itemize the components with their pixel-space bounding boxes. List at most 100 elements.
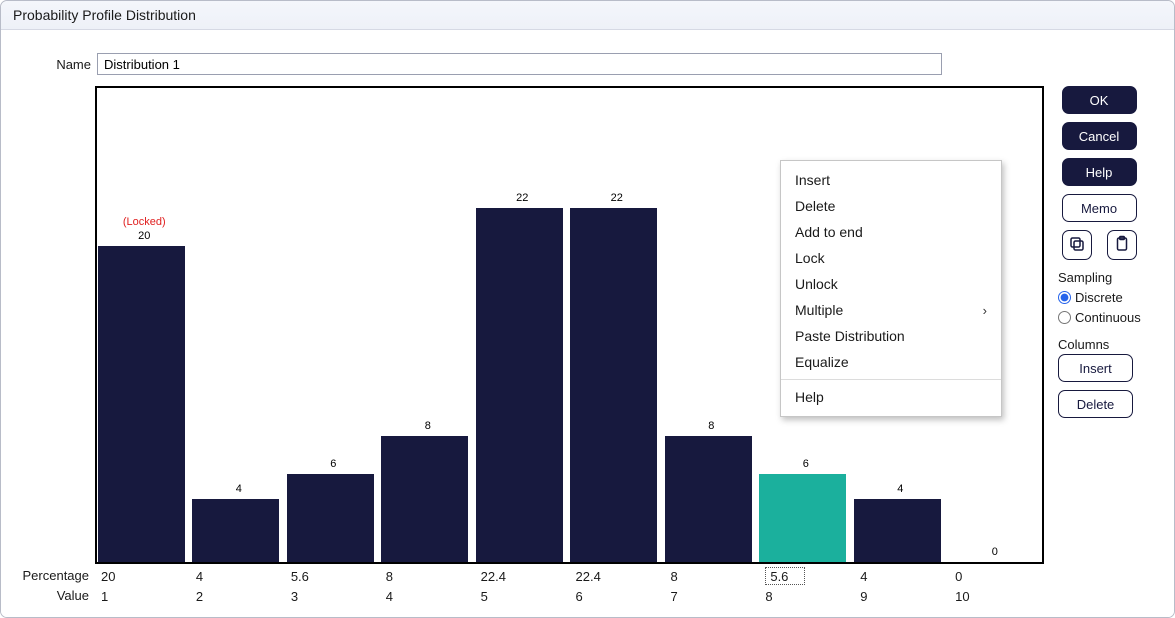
bar[interactable] [98, 246, 185, 562]
columns-buttons: Insert Delete [1058, 354, 1164, 418]
bar-top-label: 4 [853, 483, 948, 495]
percentage-cell[interactable]: 4 [854, 566, 949, 586]
context-menu-item-label: Insert [795, 172, 830, 188]
context-menu-item-label: Unlock [795, 276, 838, 292]
bar-column[interactable]: 20 (Locked) [97, 88, 192, 562]
bar[interactable] [570, 208, 657, 562]
percentage-cell[interactable]: 8 [380, 566, 475, 586]
bar-top-label: 6 [759, 458, 854, 470]
bar-top-label: 4 [192, 483, 287, 495]
context-menu-item[interactable]: Insert [781, 167, 1001, 193]
percentage-row-header: Percentage [11, 568, 89, 583]
cancel-button[interactable]: Cancel [1062, 122, 1137, 150]
context-menu-item-label: Lock [795, 250, 825, 266]
dialog-window: Probability Profile Distribution Name OK… [0, 0, 1175, 618]
bar[interactable] [665, 436, 752, 562]
bar-top-label: 8 [664, 420, 759, 432]
percentage-cell[interactable]: 8 [664, 566, 759, 586]
bar-top-label: 20 [97, 230, 192, 242]
value-cell[interactable]: 6 [570, 586, 665, 606]
copy-button[interactable] [1062, 230, 1092, 260]
bar-top-label: 8 [381, 420, 476, 432]
sampling-continuous-row[interactable]: Continuous [1058, 307, 1164, 327]
sampling-continuous-label: Continuous [1075, 310, 1141, 325]
bar[interactable] [381, 436, 468, 562]
context-menu-item[interactable]: Delete [781, 193, 1001, 219]
bar[interactable] [854, 499, 941, 562]
bar-top-label: 6 [286, 458, 381, 470]
percentage-cell[interactable]: 20 [95, 566, 190, 586]
value-cell[interactable]: 9 [854, 586, 949, 606]
context-menu: Insert Delete Add to end Lock Unlock Multiple… [780, 160, 1002, 417]
context-menu-item-label: Add to end [795, 224, 863, 240]
percentage-cell[interactable]: 5.6 [759, 566, 854, 586]
percentage-cell-editing[interactable]: 5.6 [765, 567, 805, 585]
name-label: Name [37, 57, 91, 72]
sampling-label: Sampling [1058, 270, 1164, 285]
help-button[interactable]: Help [1062, 158, 1137, 186]
titlebar: Probability Profile Distribution [1, 1, 1174, 30]
bar-column[interactable]: 4 [192, 88, 287, 562]
bar[interactable] [759, 474, 846, 562]
sampling-discrete-row[interactable]: Discrete [1058, 287, 1164, 307]
value-cell[interactable]: 4 [380, 586, 475, 606]
context-menu-item-label: Equalize [795, 354, 849, 370]
bar-top-label: 22 [570, 192, 665, 204]
bar-top-label: 22 [475, 192, 570, 204]
context-menu-item-label: Delete [795, 198, 835, 214]
side-panel: OK Cancel Help Memo [1034, 86, 1164, 613]
bar[interactable] [192, 499, 279, 562]
value-cell[interactable]: 8 [759, 586, 854, 606]
context-menu-separator [781, 379, 1001, 380]
bar-column[interactable]: 22 [475, 88, 570, 562]
paste-button[interactable] [1107, 230, 1137, 260]
context-menu-item[interactable]: Multiple › [781, 297, 1001, 323]
value-row-header: Value [11, 588, 89, 603]
columns-insert-button[interactable]: Insert [1058, 354, 1133, 382]
percentage-cell[interactable]: 4 [190, 566, 285, 586]
percentage-row: 2045.6822.422.485.640 [95, 566, 1044, 586]
context-menu-item-label: Multiple [795, 302, 843, 318]
context-menu-item[interactable]: Add to end [781, 219, 1001, 245]
context-menu-item[interactable]: Paste Distribution [781, 323, 1001, 349]
columns-delete-button[interactable]: Delete [1058, 390, 1133, 418]
value-cell[interactable]: 5 [475, 586, 570, 606]
percentage-cell[interactable]: 5.6 [285, 566, 380, 586]
context-menu-item[interactable]: Unlock [781, 271, 1001, 297]
context-menu-item[interactable]: Help [781, 384, 1001, 410]
value-cell[interactable]: 2 [190, 586, 285, 606]
name-input[interactable] [97, 53, 942, 75]
context-menu-item[interactable]: Equalize [781, 349, 1001, 375]
percentage-cell[interactable]: 22.4 [570, 566, 665, 586]
context-menu-item-label: Help [795, 389, 824, 405]
name-row: Name [37, 52, 942, 76]
ok-button[interactable]: OK [1062, 86, 1137, 114]
bar-column[interactable]: 6 [286, 88, 381, 562]
client-area: Name OK Cancel Help Memo [1, 30, 1174, 617]
columns-label: Columns [1058, 337, 1164, 352]
value-row: 12345678910 [95, 586, 1044, 606]
percentage-cell[interactable]: 0 [949, 566, 1044, 586]
copy-icon [1068, 235, 1086, 256]
bar-locked-label: (Locked) [97, 216, 192, 228]
chevron-right-icon: › [983, 303, 987, 318]
sampling-continuous-radio[interactable] [1058, 311, 1071, 324]
percentage-cell[interactable]: 22.4 [475, 566, 570, 586]
paste-icon [1113, 235, 1131, 256]
sampling-discrete-radio[interactable] [1058, 291, 1071, 304]
bar[interactable] [287, 474, 374, 562]
memo-button[interactable]: Memo [1062, 194, 1137, 222]
value-cell[interactable]: 10 [949, 586, 1044, 606]
context-menu-item-label: Paste Distribution [795, 328, 905, 344]
value-cell[interactable]: 1 [95, 586, 190, 606]
value-cell[interactable]: 3 [285, 586, 380, 606]
window-title: Probability Profile Distribution [13, 7, 196, 23]
bar[interactable] [476, 208, 563, 562]
context-menu-item[interactable]: Lock [781, 245, 1001, 271]
bar-column[interactable]: 8 [381, 88, 476, 562]
value-cell[interactable]: 7 [664, 586, 759, 606]
bar-column[interactable]: 8 [664, 88, 759, 562]
sampling-discrete-label: Discrete [1075, 290, 1123, 305]
bar-top-label: 0 [948, 546, 1043, 558]
bar-column[interactable]: 22 [570, 88, 665, 562]
